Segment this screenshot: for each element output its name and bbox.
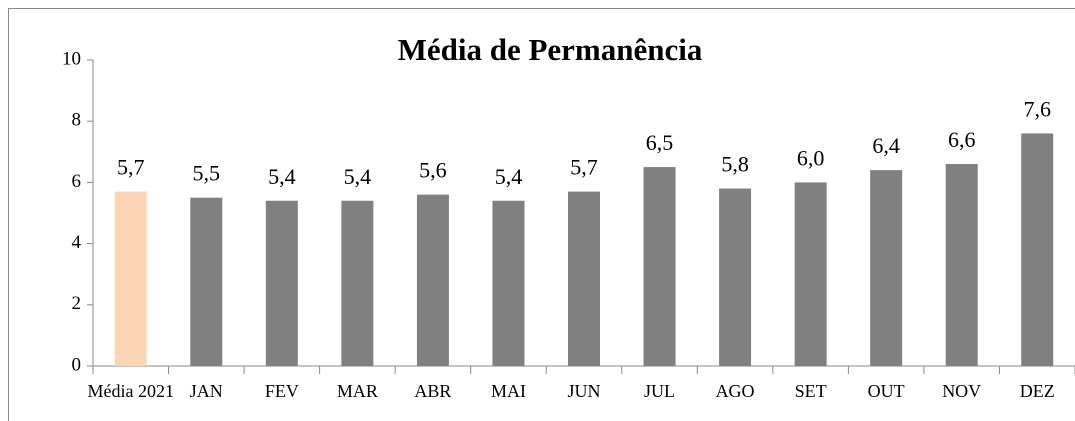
value-label: 5,4 xyxy=(268,164,296,189)
x-tick-label: MAI xyxy=(491,381,526,401)
y-tick-label: 6 xyxy=(72,171,82,192)
value-label: 5,8 xyxy=(721,152,749,177)
y-tick-label: 2 xyxy=(72,293,82,314)
value-label: 6,6 xyxy=(948,127,976,152)
bar xyxy=(719,188,752,366)
x-tick-label: Média 2021 xyxy=(88,381,174,401)
x-tick-label: OUT xyxy=(868,381,905,401)
bar xyxy=(416,194,449,366)
chart-border xyxy=(8,8,1075,421)
value-label: 5,5 xyxy=(193,161,221,186)
x-tick-label: AGO xyxy=(716,381,755,401)
x-tick-label: NOV xyxy=(942,381,981,401)
value-label: 5,7 xyxy=(570,155,598,180)
y-tick-label: 0 xyxy=(72,354,82,375)
x-tick-label: JUN xyxy=(567,381,600,401)
bar xyxy=(945,164,978,366)
value-label: 5,4 xyxy=(344,164,372,189)
y-tick-label: 8 xyxy=(72,110,82,131)
bar xyxy=(190,197,223,366)
value-label: 5,4 xyxy=(495,164,523,189)
x-tick-label: DEZ xyxy=(1020,381,1055,401)
bar xyxy=(341,200,374,366)
bar xyxy=(1021,133,1054,366)
value-label: 7,6 xyxy=(1023,96,1051,121)
value-label: 6,5 xyxy=(646,130,674,155)
bar xyxy=(492,200,525,366)
x-tick-label: JUL xyxy=(644,381,675,401)
bar xyxy=(794,182,827,366)
bar xyxy=(265,200,298,366)
bar xyxy=(870,170,903,366)
y-tick-label: 10 xyxy=(62,48,81,69)
value-label: 6,4 xyxy=(872,133,900,158)
x-tick-label: ABR xyxy=(414,381,451,401)
bar xyxy=(643,167,676,366)
x-tick-label: FEV xyxy=(265,381,299,401)
bar xyxy=(114,191,147,366)
value-label: 5,7 xyxy=(117,155,145,180)
chart-title: Média de Permanência xyxy=(398,32,703,67)
bar xyxy=(568,191,600,366)
value-label: 6,0 xyxy=(797,145,825,170)
x-tick-label: SET xyxy=(795,381,827,401)
x-tick-label: MAR xyxy=(337,381,378,401)
x-tick-label: JAN xyxy=(190,381,223,401)
value-label: 5,6 xyxy=(419,158,447,183)
y-tick-label: 4 xyxy=(72,232,82,253)
